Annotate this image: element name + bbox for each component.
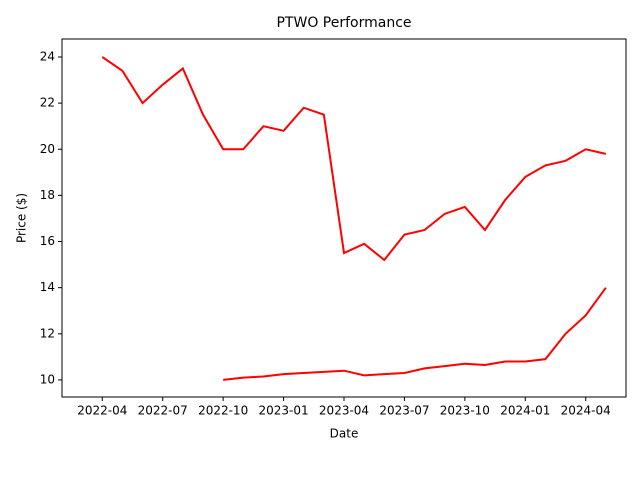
- x-tick-label: 2024-01: [500, 404, 550, 418]
- y-tick-label: 10: [40, 372, 55, 386]
- series-line: [101, 56, 607, 262]
- y-tick-label: 24: [40, 49, 55, 63]
- chart-title: PTWO Performance: [276, 15, 411, 31]
- plot-frame: [61, 38, 627, 398]
- x-tick-label: 2022-07: [138, 404, 188, 418]
- x-axis-label: Date: [330, 427, 359, 441]
- x-tick-label: 2022-10: [198, 404, 248, 418]
- x-tick-label: 2023-07: [379, 404, 429, 418]
- y-tick-label: 20: [40, 142, 55, 156]
- y-axis-label: Price ($): [15, 193, 29, 243]
- y-tick-label: 18: [40, 188, 55, 202]
- y-tick-label: 12: [40, 326, 55, 340]
- x-tick-label: 2022-04: [77, 404, 127, 418]
- y-tick-label: 22: [40, 96, 55, 110]
- series-line: [223, 287, 607, 381]
- y-tick-label: 14: [40, 280, 55, 294]
- x-tick-label: 2023-10: [440, 404, 490, 418]
- y-tick-label: 16: [40, 234, 55, 248]
- x-tick-label: 2023-01: [259, 404, 309, 418]
- x-tick-label: 2024-04: [561, 404, 611, 418]
- x-tick-label: 2023-04: [319, 404, 369, 418]
